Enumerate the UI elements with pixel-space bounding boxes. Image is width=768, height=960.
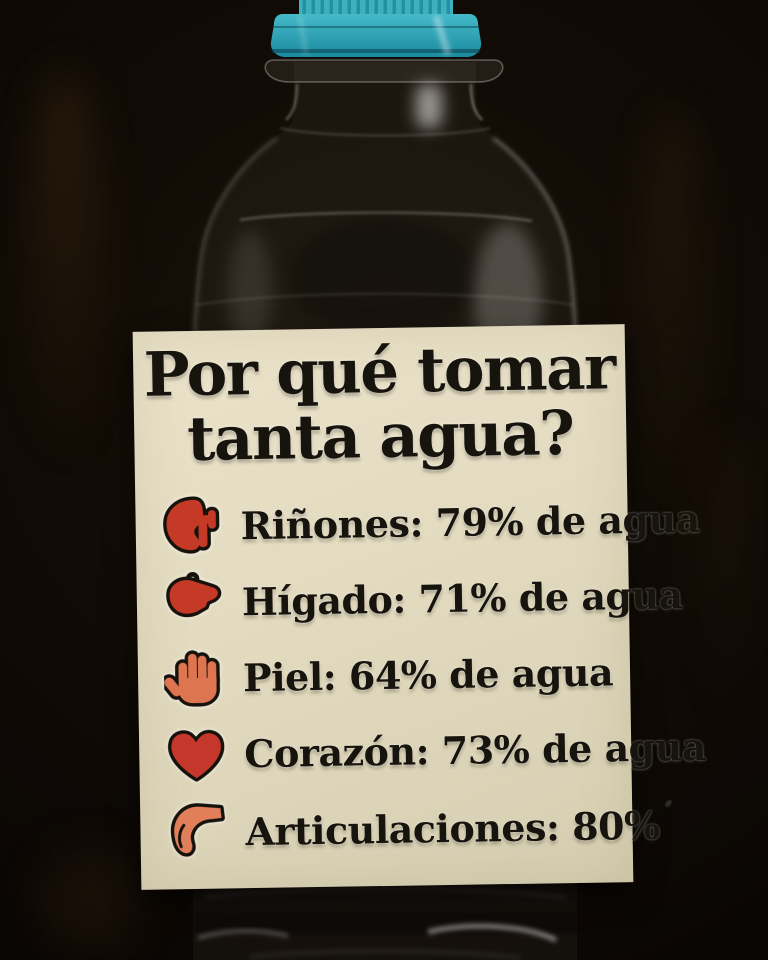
list-item: Riñones: 79% de agua [161,481,700,564]
bottle-neck-ring [264,59,504,83]
organ-water-label: Hígado: 71% de agua [241,572,684,625]
background-light-streak [640,110,704,530]
list-item: Articulaciones: 80%ˊ [166,785,673,868]
bottle-base [193,887,577,960]
card-title: Por qué tomar tanta agua? [133,332,627,475]
background-light-streak [700,430,754,730]
liver-icon [162,572,225,634]
background-light-glow [30,840,150,960]
organ-water-label: Riñones: 79% de agua [240,495,701,549]
organ-water-label: Piel: 64% de agua [242,649,614,701]
bottle-highlights [192,83,578,373]
kidney-icon [161,495,224,558]
water-line [239,211,533,223]
bottle-cap [270,14,482,57]
organ-water-label: Corazón: 73% de agua [243,723,707,777]
organ-water-label: Articulaciones: 80%ˊ [245,798,673,855]
stray-tick-mark: ˊ [661,797,674,827]
joint-icon [166,799,229,862]
list-item: Hígado: 71% de agua [162,557,683,640]
background-light-streak [28,70,102,470]
list-item: Piel: 64% de agua [163,633,631,716]
list-item: Corazón: 73% de agua [165,709,706,792]
organ-list: Riñones: 79% de agua Hígado: 71% de agua [135,481,706,869]
hand-icon [163,647,227,710]
info-card: Por qué tomar tanta agua? Riñones: 79% d… [132,324,706,890]
bottle-cap-details [272,14,480,56]
heart-icon [165,723,228,786]
card-title-line2: tanta agua? [186,397,574,475]
organ-water-label-text: Articulaciones: 80% [245,802,661,855]
